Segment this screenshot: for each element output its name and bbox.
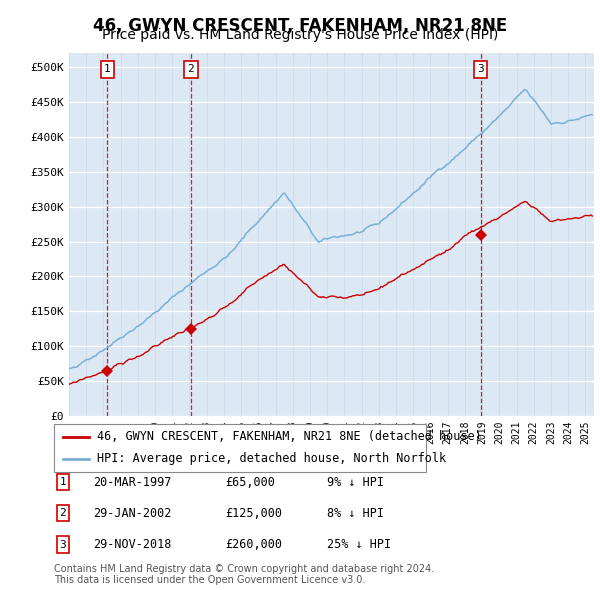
Text: 29-JAN-2002: 29-JAN-2002 xyxy=(93,507,172,520)
Text: 29-NOV-2018: 29-NOV-2018 xyxy=(93,538,172,551)
Text: 8% ↓ HPI: 8% ↓ HPI xyxy=(327,507,384,520)
Text: Price paid vs. HM Land Registry's House Price Index (HPI): Price paid vs. HM Land Registry's House … xyxy=(102,28,498,42)
Text: 2: 2 xyxy=(187,64,194,74)
Text: 9% ↓ HPI: 9% ↓ HPI xyxy=(327,476,384,489)
Text: 1: 1 xyxy=(59,477,67,487)
Text: 3: 3 xyxy=(59,540,67,549)
Text: 25% ↓ HPI: 25% ↓ HPI xyxy=(327,538,391,551)
Text: Contains HM Land Registry data © Crown copyright and database right 2024.
This d: Contains HM Land Registry data © Crown c… xyxy=(54,563,434,585)
FancyBboxPatch shape xyxy=(54,424,426,472)
Text: £125,000: £125,000 xyxy=(225,507,282,520)
Text: 46, GWYN CRESCENT, FAKENHAM, NR21 8NE: 46, GWYN CRESCENT, FAKENHAM, NR21 8NE xyxy=(93,17,507,35)
Text: 2: 2 xyxy=(59,509,67,518)
Text: HPI: Average price, detached house, North Norfolk: HPI: Average price, detached house, Nort… xyxy=(97,453,446,466)
Text: £65,000: £65,000 xyxy=(225,476,275,489)
Text: 1: 1 xyxy=(104,64,110,74)
Text: 3: 3 xyxy=(478,64,484,74)
Text: 20-MAR-1997: 20-MAR-1997 xyxy=(93,476,172,489)
Text: £260,000: £260,000 xyxy=(225,538,282,551)
Text: 46, GWYN CRESCENT, FAKENHAM, NR21 8NE (detached house): 46, GWYN CRESCENT, FAKENHAM, NR21 8NE (d… xyxy=(97,430,482,443)
